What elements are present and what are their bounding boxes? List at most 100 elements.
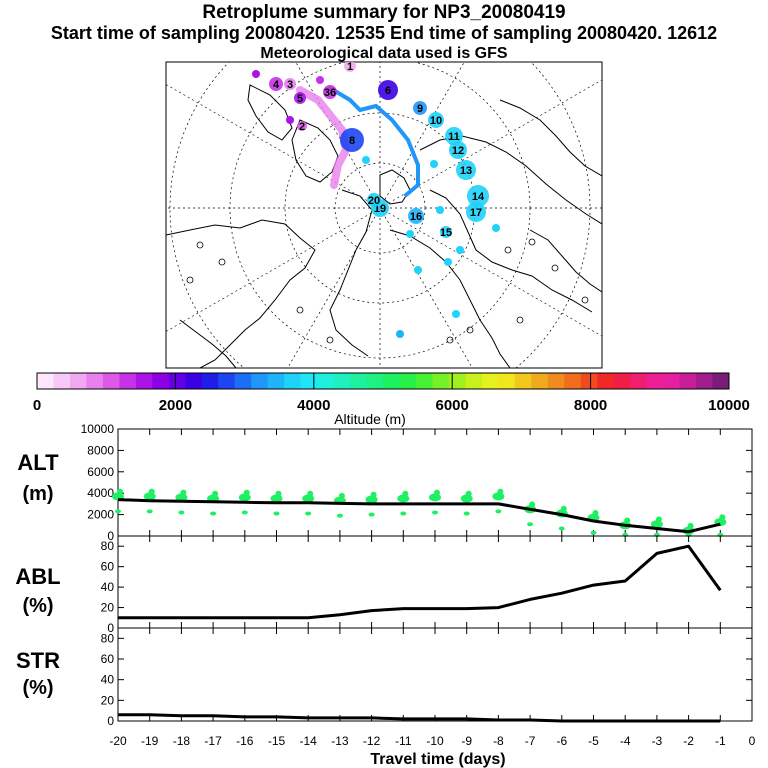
colorbar-tick-label: 6000 xyxy=(436,397,469,414)
scatter-point xyxy=(495,509,502,514)
y-tick-label: 6000 xyxy=(87,465,114,479)
scatter-point xyxy=(560,505,567,512)
x-tick-label: -11 xyxy=(395,734,412,748)
colorbar-swatch xyxy=(284,373,302,389)
scatter-point xyxy=(655,516,662,523)
y-tick-label: 8000 xyxy=(87,443,114,457)
plume-point-label: 9 xyxy=(417,103,423,115)
plume-dot xyxy=(316,76,324,84)
coastline xyxy=(429,189,593,313)
met-data-note: Meteorological data used is GFS xyxy=(260,45,508,62)
plume-point-label: 14 xyxy=(472,191,485,203)
y-axis-unit: (%) xyxy=(22,595,53,617)
plume-dot xyxy=(430,160,438,168)
meridian-line xyxy=(379,207,473,368)
plume-point-label: 17 xyxy=(470,207,482,219)
colorbar-swatch xyxy=(333,373,351,389)
colorbar-tick-label: 0 xyxy=(33,397,41,414)
plume-point-label: 15 xyxy=(440,227,452,239)
altitude-colorbar: 0 2000 4000 6000 8000 10000 xyxy=(33,372,750,414)
series-line xyxy=(118,544,722,620)
plume-dot xyxy=(286,116,294,124)
plume-track xyxy=(328,86,420,197)
y-tick-label: 20 xyxy=(101,693,115,707)
plume-point xyxy=(449,141,467,159)
plume-point-label: 3 xyxy=(287,79,293,91)
x-tick-label: -3 xyxy=(652,734,663,748)
x-tick-label: -16 xyxy=(236,734,254,748)
colorbar-swatch xyxy=(696,373,714,389)
colorbar-swatch xyxy=(383,373,400,389)
scatter-point xyxy=(432,510,438,515)
scatter-point xyxy=(719,514,726,521)
colorbar-swatch xyxy=(267,373,285,389)
plume-point-label: 36 xyxy=(324,87,336,99)
colorbar-swatch xyxy=(300,373,318,389)
y-axis-unit: (m) xyxy=(22,483,53,505)
x-tick-label: -17 xyxy=(204,734,222,748)
scatter-point xyxy=(115,509,121,514)
y-tick-label: 60 xyxy=(101,652,115,666)
colorbar-tick-label: 2000 xyxy=(159,397,192,414)
scatter-point xyxy=(400,511,407,516)
colorbar-swatch xyxy=(119,373,137,389)
x-tick-label: -2 xyxy=(683,734,694,748)
plume-point-label: 4 xyxy=(273,79,280,91)
scatter-point xyxy=(243,489,250,496)
scatter-point xyxy=(210,511,217,516)
colorbar-swatch xyxy=(613,373,631,389)
colorbar-tick-label: 10000 xyxy=(708,397,750,414)
plume-point xyxy=(467,185,489,207)
y-tick-label: 0 xyxy=(107,621,114,635)
coastline xyxy=(247,84,293,141)
y-tick-label: 0 xyxy=(107,714,114,728)
coastline xyxy=(166,219,316,368)
x-tick-label: -10 xyxy=(426,734,444,748)
plume-point xyxy=(344,62,356,72)
colorbar-swatch xyxy=(448,373,466,389)
x-tick-label: -14 xyxy=(300,734,318,748)
plume-point-label: 20 xyxy=(368,195,380,207)
y-tick-label: 40 xyxy=(101,673,115,687)
series-line xyxy=(118,713,721,723)
colorbar-swatch xyxy=(547,373,565,389)
y-tick-label: 10000 xyxy=(81,422,115,436)
scatter-point xyxy=(307,490,314,497)
colorbar-swatch xyxy=(152,373,170,389)
colorbar-swatch xyxy=(69,373,87,389)
x-tick-label: -20 xyxy=(109,734,127,748)
y-tick-label: 4000 xyxy=(87,486,114,500)
colorbar-swatch xyxy=(465,373,483,389)
island xyxy=(326,336,334,344)
chart-title: Retroplume summary for NP3_20080419 xyxy=(202,2,566,23)
colorbar-swatch xyxy=(597,373,615,389)
plume-point xyxy=(456,160,476,180)
scatter-point xyxy=(592,509,599,516)
panel-abl: 0 20 40 60 80 ABL (%) xyxy=(15,535,753,635)
x-tick-label: -18 xyxy=(173,734,191,748)
plume-track-upper xyxy=(296,86,351,189)
y-axis-label: STR xyxy=(16,648,60,673)
island xyxy=(296,306,304,314)
colorbar-tick-label: 4000 xyxy=(297,397,330,414)
meridian-line xyxy=(287,207,381,368)
scatter-point xyxy=(529,501,536,508)
island xyxy=(551,264,559,272)
x-tick-label: -13 xyxy=(331,734,349,748)
colorbar-swatch xyxy=(86,373,104,389)
sampling-times: Start time of sampling 20080420. 12535 E… xyxy=(50,23,718,43)
plume-dot xyxy=(406,230,414,238)
coastline xyxy=(529,229,602,293)
plume-point-label: 5 xyxy=(297,93,303,105)
island xyxy=(218,258,226,266)
y-tick-label: 2000 xyxy=(87,508,114,522)
scatter-point xyxy=(336,513,343,518)
plume-point xyxy=(445,127,463,145)
scatter-point xyxy=(180,489,187,496)
meridian-line xyxy=(166,84,381,209)
plume-dot xyxy=(452,310,460,318)
plume-dot xyxy=(436,206,444,214)
island xyxy=(528,238,536,246)
colorbar-swatch xyxy=(53,373,71,389)
